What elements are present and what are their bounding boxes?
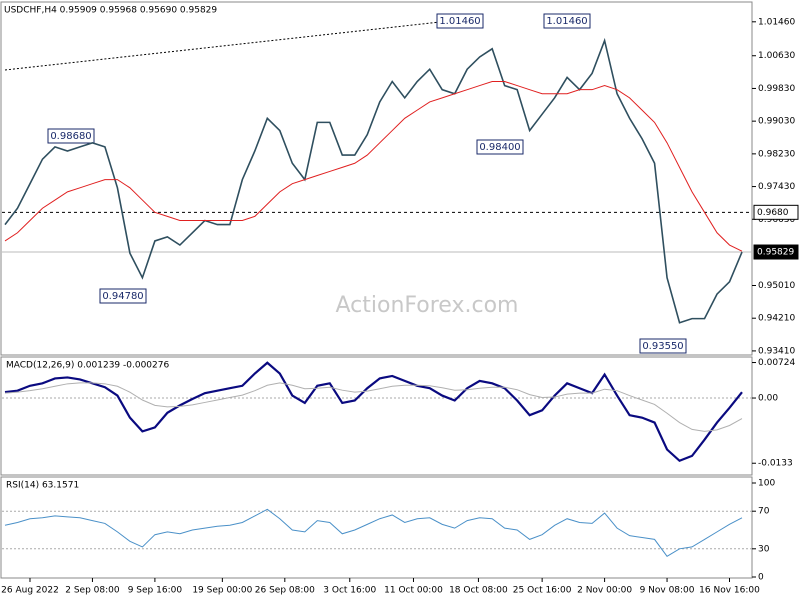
series-line [4, 382, 743, 432]
series-line [4, 80, 743, 252]
y-tick-label: 0.93410 [758, 346, 795, 356]
annotation-box [436, 13, 484, 29]
series-line [4, 361, 743, 463]
level-label: 0.95829 [757, 248, 794, 258]
series-line [4, 37, 743, 324]
x-tick-label: 16 Nov 16:00 [699, 586, 760, 596]
panel-title: RSI(14) 63.1571 [6, 481, 79, 491]
y-tick-label: 0.00724 [758, 358, 795, 368]
panel-title: USDCHF,H4 0.95909 0.95968 0.95690 0.9582… [4, 6, 217, 16]
y-tick-label: 0.94210 [758, 314, 795, 324]
x-tick-label: 18 Oct 08:00 [449, 586, 508, 596]
y-tick-label: 0.00 [758, 394, 778, 404]
series-line [4, 508, 743, 557]
y-tick-label: 1.01460 [758, 17, 795, 27]
y-tick-label: 0.97430 [758, 182, 795, 192]
annotation: 1.01460 [546, 16, 587, 27]
y-tick-label: -0.0133 [758, 459, 793, 469]
y-tick-label: 0 [758, 573, 764, 583]
y-tick-label: 0.98230 [758, 149, 795, 159]
annotation-box [476, 139, 524, 155]
annotation: 0.98680 [50, 131, 91, 142]
y-tick-label: 0.99830 [758, 84, 795, 94]
panel-title: MACD(12,26,9) 0.001239 -0.000276 [6, 361, 169, 371]
y-tick-label: 0.95010 [758, 281, 795, 291]
annotation-box [639, 338, 687, 354]
x-tick-label: 11 Oct 00:00 [384, 586, 443, 596]
level-box [753, 204, 799, 220]
x-tick-label: 2 Sep 08:00 [65, 586, 120, 596]
annotation-box [99, 288, 147, 304]
y-tick-label: 0.99030 [758, 117, 795, 127]
x-tick-label: 3 Oct 16:00 [323, 586, 376, 596]
annotation: 0.93550 [642, 341, 683, 352]
watermark: ActionForex.com [336, 293, 519, 318]
y-tick-label: 100 [758, 479, 775, 489]
rsi-panel [0, 476, 753, 579]
annotation-box [543, 13, 591, 29]
x-tick-label: 19 Sep 00:00 [192, 586, 252, 596]
level-box [753, 244, 799, 260]
price-panel [0, 1, 753, 356]
annotation: 0.94780 [102, 291, 143, 302]
macd-panel [0, 356, 753, 476]
trend-line [4, 21, 441, 71]
x-tick-label: 25 Oct 16:00 [513, 586, 572, 596]
x-tick-label: 9 Nov 08:00 [640, 586, 695, 596]
y-tick-label: 1.00630 [758, 51, 795, 61]
annotation-box [47, 128, 95, 144]
annotation: 0.98400 [479, 142, 520, 153]
x-tick-label: 9 Sep 16:00 [128, 586, 183, 596]
y-tick-label: 30 [758, 544, 770, 554]
level-label: 0.9680 [757, 208, 789, 218]
annotation: 1.01460 [439, 16, 480, 27]
x-tick-label: 26 Aug 2022 [1, 586, 59, 596]
y-tick-label: 70 [758, 507, 770, 517]
x-tick-label: 2 Nov 00:00 [577, 586, 632, 596]
x-tick-label: 26 Sep 08:00 [255, 586, 315, 596]
